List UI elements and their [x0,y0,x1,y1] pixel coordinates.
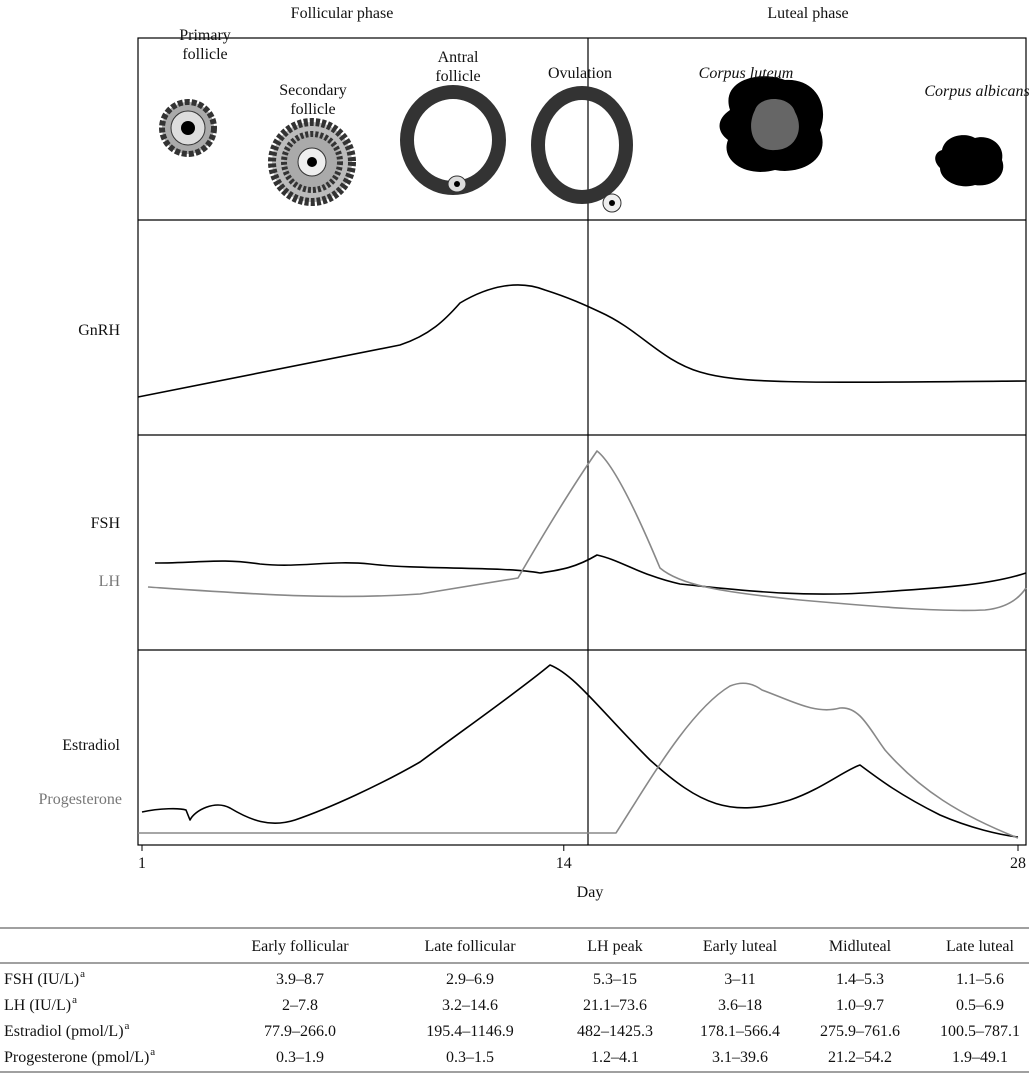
row-label: FSH (IU/L) [4,971,79,988]
gnrh-curve [138,285,1026,397]
stage-label: follicle [182,46,227,63]
column-header: Early follicular [251,938,349,955]
figure: Follicular phase Luteal phase Primary fol… [0,0,1029,1081]
table-cell: 3.9–8.7 [276,971,324,988]
row-note: a [150,1046,155,1058]
stage-label: Secondary [279,82,347,99]
table-cell: 195.4–1146.9 [426,1023,513,1040]
panel-label: Progesterone [38,791,122,808]
fsh-curve [155,555,1026,594]
x-tick-label: 14 [556,855,572,872]
table-cell: 1.2–4.1 [591,1049,639,1066]
table-cell: 21.2–54.2 [828,1049,892,1066]
stage-label: Corpus albicans [924,83,1029,100]
stage-label: follicle [290,101,335,118]
panel-label: FSH [91,515,121,532]
table-cell: 1.4–5.3 [836,971,884,988]
table-cell: 5.3–15 [593,971,637,988]
lh-curve [148,451,1026,610]
table-cell: 275.9–761.6 [820,1023,900,1040]
table-cell: 178.1–566.4 [700,1023,780,1040]
row-label: LH (IU/L) [4,997,71,1014]
table-cell: 3.2–14.6 [442,997,498,1014]
table-cell: 1.9–49.1 [952,1049,1008,1066]
panel-label: LH [99,573,121,590]
table-cell: 0.3–1.9 [276,1049,324,1066]
table-cell: 3–11 [724,971,755,988]
table-cell: 3.1–39.6 [712,1049,768,1066]
table-cell: 2–7.8 [282,997,318,1014]
row-note: a [72,994,77,1006]
table-cell: 77.9–266.0 [264,1023,336,1040]
phase-label: Follicular phase [291,5,394,22]
x-tick-label: 1 [138,855,146,872]
table-cell: 0.5–6.9 [956,997,1004,1014]
corpus-albicans [935,135,1003,186]
column-header: LH peak [587,938,643,955]
column-header: Late follicular [424,938,516,955]
primary-follicle [162,102,214,154]
row-note: a [125,1020,130,1032]
antral-follicle [407,92,499,192]
column-header: Late luteal [946,938,1015,955]
stage-label: Corpus luteum [699,65,794,82]
secondary-follicle [272,122,352,202]
table-cell: 2.9–6.9 [446,971,494,988]
table-cell: 0.3–1.5 [446,1049,494,1066]
table-cell: 1.1–5.6 [956,971,1004,988]
stage-label: Primary [179,27,231,44]
progesterone-curve [138,683,1018,838]
stage-label: follicle [435,68,480,85]
corpus-luteum [720,76,824,172]
row-label: Progesterone (pmol/L) [4,1049,149,1066]
column-header: Midluteal [829,938,892,955]
curves [138,285,1026,838]
x-tick-label: 28 [1010,855,1026,872]
table-cell: 21.1–73.6 [583,997,647,1014]
phase-label: Luteal phase [767,5,848,22]
table-cell: 3.6–18 [718,997,762,1014]
table-cell: 482–1425.3 [577,1023,653,1040]
x-axis-label: Day [577,884,604,901]
stage-label: Antral [438,49,479,66]
table-cell: 1.0–9.7 [836,997,884,1014]
table-cell: 100.5–787.1 [940,1023,1020,1040]
row-label: Estradiol (pmol/L) [4,1023,124,1040]
panel-label: Estradiol [62,737,120,754]
column-header: Early luteal [703,938,778,955]
ovulation-follicle [538,93,626,212]
row-note: a [80,968,85,980]
stage-label: Ovulation [548,65,612,82]
panel-label: GnRH [78,322,120,339]
